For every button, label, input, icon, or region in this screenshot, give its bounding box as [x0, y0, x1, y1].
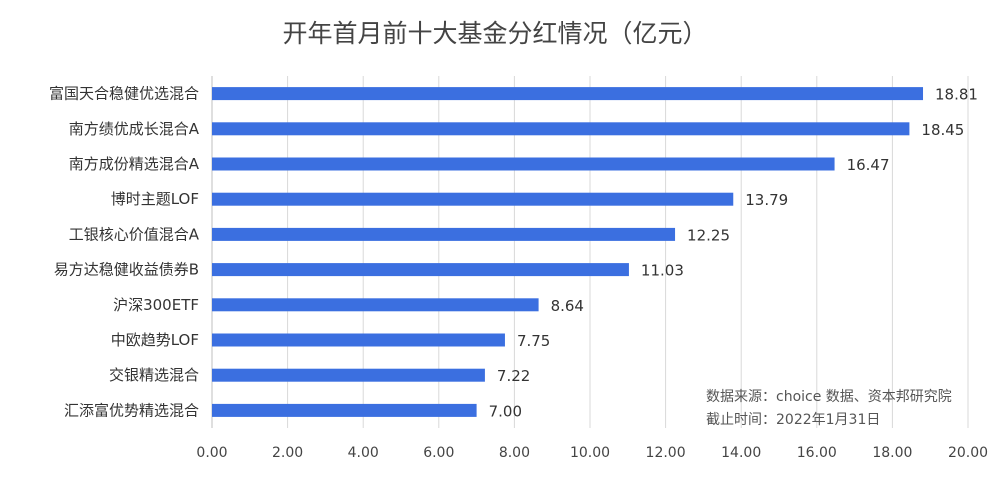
- value-label: 11.03: [641, 262, 684, 280]
- category-label: 易方达稳健收益债券B: [54, 261, 199, 279]
- bar: [212, 87, 924, 101]
- bar: [212, 298, 539, 312]
- category-label: 工银核心价值混合A: [69, 225, 200, 243]
- value-label: 13.79: [745, 191, 788, 209]
- value-label: 12.25: [687, 226, 730, 244]
- bars: [212, 87, 924, 417]
- bar: [212, 263, 629, 277]
- value-label: 18.81: [935, 86, 978, 104]
- source-note: 数据来源：choice 数据、资本邦研究院: [706, 389, 952, 405]
- value-label: 8.64: [551, 297, 584, 315]
- x-tick-label: 16.00: [797, 445, 837, 461]
- category-label: 博时主题LOF: [111, 190, 199, 208]
- value-label: 7.75: [517, 332, 550, 350]
- bar: [212, 157, 835, 171]
- bar: [212, 403, 477, 417]
- x-tick-label: 18.00: [872, 445, 912, 461]
- x-axis-ticks: 0.00 2.00 4.00 6.00 8.00 10.00 12.00 14.00 16.00…: [196, 445, 988, 461]
- value-label: 7.22: [497, 367, 530, 385]
- value-label: 7.00: [489, 402, 522, 420]
- x-tick-label: 6.00: [423, 445, 454, 461]
- x-tick-label: 8.00: [499, 445, 530, 461]
- value-label: 16.47: [847, 156, 890, 174]
- x-tick-label: 0.00: [196, 445, 227, 461]
- category-label: 交银精选混合: [109, 366, 199, 384]
- x-tick-label: 12.00: [646, 445, 686, 461]
- category-label: 南方绩优成长混合A: [69, 120, 200, 138]
- bar: [212, 192, 734, 206]
- x-tick-label: 20.00: [948, 445, 988, 461]
- chart-title: 开年首月前十大基金分红情况（亿元）: [282, 19, 707, 48]
- category-label: 汇添富优势精选混合: [64, 401, 199, 419]
- value-label: 18.45: [921, 121, 964, 139]
- x-tick-label: 10.00: [570, 445, 610, 461]
- date-note: 截止时间：2022年1月31日: [706, 412, 880, 428]
- bar: [212, 122, 910, 136]
- category-label: 富国天合稳健优选混合: [49, 85, 199, 103]
- bar: [212, 368, 485, 382]
- bar: [212, 227, 676, 241]
- category-label: 中欧趋势LOF: [111, 331, 199, 349]
- category-label: 沪深300ETF: [113, 296, 199, 314]
- x-tick-label: 2.00: [272, 445, 303, 461]
- bar: [212, 333, 505, 347]
- x-tick-label: 14.00: [721, 445, 761, 461]
- category-label: 南方成份精选混合A: [69, 155, 200, 173]
- x-tick-label: 4.00: [348, 445, 379, 461]
